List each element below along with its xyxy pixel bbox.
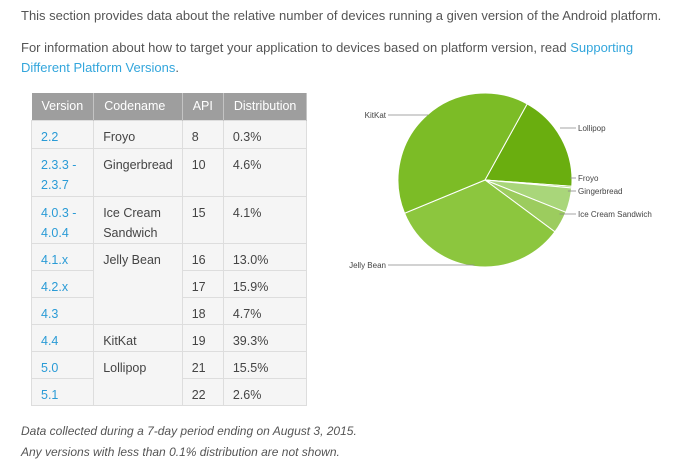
version-cell[interactable]: 5.1 bbox=[30, 377, 95, 406]
pie-label-jelly-bean: Jelly Bean bbox=[349, 261, 386, 270]
api-cell: 21 bbox=[181, 350, 224, 379]
pie-slice-lollipop bbox=[484, 103, 573, 187]
pie-slice-jelly-bean bbox=[403, 179, 556, 268]
footnotes: Data collected during a 7-day period end… bbox=[21, 421, 357, 463]
version-cell[interactable]: 2.2 bbox=[30, 119, 95, 149]
api-cell: 10 bbox=[181, 147, 224, 197]
version-line: 4.0.3 - bbox=[41, 205, 77, 220]
distribution-cell: 13.0% bbox=[222, 242, 308, 271]
codename-cell: Jelly Bean bbox=[93, 242, 183, 325]
distribution-cell: 15.5% bbox=[222, 350, 308, 379]
table-row: 4.2.x 17 15.9% bbox=[30, 269, 308, 298]
codename-cell: Ice Cream Sandwich bbox=[93, 195, 183, 244]
info-text: For information about how to target your… bbox=[21, 40, 571, 55]
version-line: 2.3.7 bbox=[41, 177, 69, 192]
version-cell[interactable]: 4.2.x bbox=[30, 269, 95, 298]
distribution-cell: 4.7% bbox=[222, 296, 308, 325]
version-line: 4.0.4 bbox=[41, 225, 69, 240]
pie-labels: Lollipop Froyo Gingerbread Ice Cream Sandwi… bbox=[349, 111, 652, 270]
distribution-cell: 15.9% bbox=[222, 269, 308, 298]
header-distribution: Distribution bbox=[223, 93, 308, 120]
distribution-pie-chart: Lollipop Froyo Gingerbread Ice Cream Sandwi… bbox=[349, 92, 652, 270]
info-paragraph: For information about how to target your… bbox=[21, 38, 661, 78]
header-version: Version bbox=[31, 93, 95, 120]
distribution-cell: 4.6% bbox=[222, 147, 308, 197]
api-cell: 8 bbox=[181, 119, 224, 149]
distribution-table: Version Codename API Distribution 2.2 Fr… bbox=[30, 93, 308, 406]
api-cell: 22 bbox=[181, 377, 224, 406]
api-cell: 17 bbox=[181, 269, 224, 298]
table-row: 4.4 KitKat 19 39.3% bbox=[30, 323, 308, 352]
table-row: 4.3 18 4.7% bbox=[30, 296, 308, 325]
header-api: API bbox=[182, 93, 224, 120]
version-cell[interactable]: 4.3 bbox=[30, 296, 95, 325]
codename-line: Ice Cream bbox=[103, 205, 161, 220]
version-cell[interactable]: 5.0 bbox=[30, 350, 95, 379]
distribution-cell: 4.1% bbox=[222, 195, 308, 244]
codename-cell: Froyo bbox=[93, 119, 183, 149]
api-cell: 15 bbox=[181, 195, 224, 244]
version-cell[interactable]: 2.3.3 - 2.3.7 bbox=[30, 147, 95, 197]
api-cell: 19 bbox=[181, 323, 224, 352]
api-cell: 16 bbox=[181, 242, 224, 271]
codename-cell: Lollipop bbox=[93, 350, 183, 406]
version-cell[interactable]: 4.4 bbox=[30, 323, 95, 352]
distribution-cell: 0.3% bbox=[222, 119, 308, 149]
pie-slices bbox=[397, 92, 573, 268]
version-cell[interactable]: 4.1.x bbox=[30, 242, 95, 271]
codename-cell: KitKat bbox=[93, 323, 183, 352]
table-row: 5.1 22 2.6% bbox=[30, 377, 308, 406]
intro-text: This section provides data about the rel… bbox=[21, 8, 662, 23]
footnote-collection-period: Data collected during a 7-day period end… bbox=[21, 424, 357, 438]
table-row: 4.1.x Jelly Bean 16 13.0% bbox=[30, 242, 308, 325]
api-cell: 18 bbox=[181, 296, 224, 325]
header-codename: Codename bbox=[93, 93, 183, 120]
table-row: 2.3.3 - 2.3.7 Gingerbread 10 4.6% bbox=[30, 147, 308, 197]
pie-label-kitkat: KitKat bbox=[365, 111, 387, 120]
distribution-cell: 2.6% bbox=[222, 377, 308, 406]
info-suffix: . bbox=[175, 60, 180, 75]
supporting-versions-link[interactable]: Supporting Different Platform Versions bbox=[21, 40, 634, 75]
table-row: 2.2 Froyo 8 0.3% bbox=[30, 119, 308, 149]
pie-label-gingerbread: Gingerbread bbox=[578, 187, 622, 196]
codename-cell: Gingerbread bbox=[93, 147, 183, 197]
pie-label-froyo: Froyo bbox=[578, 174, 599, 183]
version-line: 2.3.3 - bbox=[41, 157, 77, 172]
footnote-min-distribution: Any versions with less than 0.1% distrib… bbox=[21, 445, 340, 459]
table-row: 4.0.3 - 4.0.4 Ice Cream Sandwich 15 4.1% bbox=[30, 195, 308, 244]
table-row: 5.0 Lollipop 21 15.5% bbox=[30, 350, 308, 406]
version-cell[interactable]: 4.0.3 - 4.0.4 bbox=[30, 195, 95, 244]
table-header-row: Version Codename API Distribution bbox=[31, 93, 308, 120]
codename-line: Sandwich bbox=[103, 225, 158, 240]
pie-label-ice-cream-sandwich: Ice Cream Sandwich bbox=[578, 210, 652, 219]
pie-label-lollipop: Lollipop bbox=[578, 124, 606, 133]
distribution-cell: 39.3% bbox=[222, 323, 308, 352]
